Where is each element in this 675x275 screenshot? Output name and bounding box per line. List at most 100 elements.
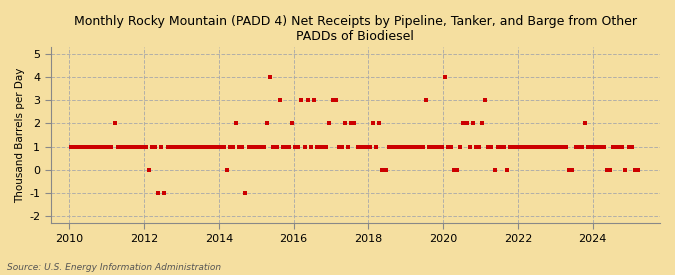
Point xyxy=(231,121,242,126)
Point xyxy=(103,144,113,149)
Point xyxy=(84,144,95,149)
Point xyxy=(592,144,603,149)
Point xyxy=(299,144,310,149)
Point xyxy=(508,144,518,149)
Point xyxy=(69,144,80,149)
Point xyxy=(187,144,198,149)
Point xyxy=(492,144,503,149)
Point xyxy=(380,167,391,172)
Point xyxy=(305,144,316,149)
Point xyxy=(545,144,556,149)
Point xyxy=(608,144,618,149)
Point xyxy=(240,191,251,195)
Point xyxy=(561,144,572,149)
Point xyxy=(318,144,329,149)
Point xyxy=(439,75,450,79)
Point xyxy=(106,144,117,149)
Point xyxy=(520,144,531,149)
Point xyxy=(78,144,89,149)
Point xyxy=(526,144,537,149)
Point xyxy=(570,144,581,149)
Point xyxy=(268,144,279,149)
Point xyxy=(200,144,211,149)
Point xyxy=(583,144,593,149)
Point xyxy=(215,144,226,149)
Point xyxy=(290,144,300,149)
Point xyxy=(620,167,631,172)
Point xyxy=(206,144,217,149)
Point xyxy=(156,144,167,149)
Point xyxy=(477,121,487,126)
Point xyxy=(551,144,562,149)
Point xyxy=(626,144,637,149)
Point xyxy=(140,144,151,149)
Point xyxy=(486,144,497,149)
Point xyxy=(443,144,454,149)
Text: Source: U.S. Energy Information Administration: Source: U.S. Energy Information Administ… xyxy=(7,263,221,272)
Point xyxy=(75,144,86,149)
Point xyxy=(109,121,120,126)
Point xyxy=(146,144,157,149)
Point xyxy=(252,144,263,149)
Point xyxy=(243,144,254,149)
Point xyxy=(364,144,375,149)
Point xyxy=(90,144,101,149)
Point xyxy=(340,121,350,126)
Point xyxy=(604,167,615,172)
Point xyxy=(346,121,356,126)
Point xyxy=(119,144,130,149)
Point xyxy=(589,144,599,149)
Point xyxy=(555,144,566,149)
Point xyxy=(97,144,107,149)
Point xyxy=(598,144,609,149)
Point xyxy=(452,167,462,172)
Point xyxy=(368,121,379,126)
Point xyxy=(421,98,431,103)
Point xyxy=(337,144,348,149)
Point xyxy=(564,167,574,172)
Point xyxy=(171,144,182,149)
Point xyxy=(352,144,363,149)
Point xyxy=(536,144,547,149)
Point xyxy=(262,121,273,126)
Point xyxy=(383,144,394,149)
Point xyxy=(246,144,257,149)
Point xyxy=(433,144,444,149)
Point xyxy=(143,167,154,172)
Point xyxy=(467,121,478,126)
Point xyxy=(249,144,260,149)
Point xyxy=(449,167,460,172)
Point xyxy=(312,144,323,149)
Point xyxy=(293,144,304,149)
Point xyxy=(202,144,213,149)
Point xyxy=(601,167,612,172)
Point xyxy=(100,144,111,149)
Point xyxy=(567,167,578,172)
Point xyxy=(284,144,294,149)
Point xyxy=(623,144,634,149)
Point xyxy=(580,121,591,126)
Point xyxy=(212,144,223,149)
Point xyxy=(393,144,404,149)
Point xyxy=(573,144,584,149)
Point xyxy=(629,167,640,172)
Point xyxy=(424,144,435,149)
Point xyxy=(349,121,360,126)
Point xyxy=(302,98,313,103)
Point xyxy=(218,144,229,149)
Point xyxy=(227,144,238,149)
Point xyxy=(333,144,344,149)
Point xyxy=(530,144,541,149)
Point xyxy=(65,144,76,149)
Point xyxy=(362,144,373,149)
Point xyxy=(377,167,388,172)
Point xyxy=(315,144,325,149)
Point xyxy=(112,144,123,149)
Point xyxy=(495,144,506,149)
Title: Monthly Rocky Mountain (PADD 4) Net Receipts by Pipeline, Tanker, and Barge from: Monthly Rocky Mountain (PADD 4) Net Rece… xyxy=(74,15,637,43)
Point xyxy=(374,121,385,126)
Point xyxy=(94,144,105,149)
Point xyxy=(271,144,282,149)
Point xyxy=(514,144,525,149)
Point xyxy=(168,144,179,149)
